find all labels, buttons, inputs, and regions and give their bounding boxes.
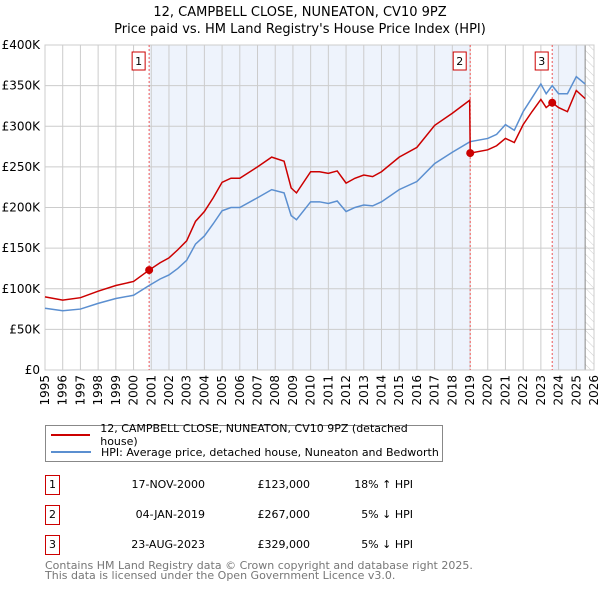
title-line: 12, CAMPBELL CLOSE, NUNEATON, CV10 9PZ: [153, 5, 447, 20]
x-tick-label: 2008: [268, 375, 282, 406]
plot-frame: [44, 44, 595, 371]
sale-point: [548, 98, 557, 107]
legend-item-hpi: HPI: Average price, detached house, Nune…: [51, 444, 439, 460]
footer: Contains HM Land Registry data © Crown c…: [45, 559, 473, 582]
x-tick-label: 2011: [321, 375, 335, 406]
y-tick-label: £250K: [2, 160, 42, 174]
x-tick-label: 2004: [197, 375, 211, 406]
legend-item-price: 12, CAMPBELL CLOSE, NUNEATON, CV10 9PZ (…: [51, 422, 442, 448]
x-tick-label: 1997: [73, 375, 87, 406]
x-tick-label: 1998: [91, 375, 105, 406]
transaction-row: 2 04-JAN-2019 £267,000 5% ↓ HPI: [45, 505, 445, 525]
footer-line: This data is licensed under the Open Gov…: [45, 569, 396, 582]
legend-swatch-hpi: [51, 451, 91, 453]
x-tick-label: 2012: [339, 375, 353, 406]
x-tick-label: 2020: [481, 375, 495, 406]
y-tick-label: £150K: [2, 241, 42, 255]
legend: 12, CAMPBELL CLOSE, NUNEATON, CV10 9PZ (…: [45, 422, 443, 462]
y-tick-label: £400K: [2, 38, 42, 52]
x-tick-label: 2026: [587, 375, 600, 406]
y-tick-label: £200K: [2, 201, 42, 215]
sale-price: £329,000: [257, 538, 311, 551]
x-tick-label: 2007: [251, 375, 265, 406]
x-tick-label: 2016: [410, 375, 424, 406]
x-tick-label: 2015: [392, 375, 406, 406]
sale-label-box: [452, 51, 467, 71]
x-tick-label: 1999: [109, 375, 123, 406]
x-tick-label: 2003: [180, 375, 194, 406]
y-tick-label: £100K: [2, 282, 42, 296]
sale-date: 17-NOV-2000: [131, 478, 205, 491]
sale-hpi-diff: 18% ↑ HPI: [354, 478, 413, 491]
x-tick-label: 2019: [463, 375, 477, 406]
sale-label-box: [534, 51, 549, 71]
chart-title: 12, CAMPBELL CLOSE, NUNEATON, CV10 9PZ Pr…: [0, 4, 600, 38]
x-tick-label: 2002: [162, 375, 176, 406]
price-chart: £0 £50K £100K £150K £200K £250K £300K £350K £400…: [2, 38, 600, 406]
sale-label: 3: [538, 55, 545, 68]
x-tick-label: 2018: [445, 375, 459, 406]
sale-hpi-diff: 5% ↓ HPI: [361, 538, 413, 551]
x-tick-label: 2006: [233, 375, 247, 406]
y-tick-label: £350K: [2, 79, 42, 93]
x-tick-label: 2022: [516, 375, 530, 406]
x-tick-label: 2021: [498, 375, 512, 406]
sale-point: [466, 149, 475, 158]
x-tick-label: 2013: [357, 375, 371, 406]
sale-point: [145, 266, 154, 275]
sale-price: £123,000: [257, 478, 311, 491]
transaction-row: 3 23-AUG-2023 £329,000 5% ↓ HPI: [45, 535, 445, 555]
x-tick-label: 2017: [428, 375, 442, 406]
sale-price: £267,000: [257, 508, 311, 521]
sale-label-box: [131, 51, 146, 71]
y-tick-label: £300K: [2, 119, 42, 133]
sale-date: 23-AUG-2023: [131, 538, 205, 551]
x-tick-label: 2005: [215, 375, 229, 406]
legend-swatch-price: [51, 434, 91, 436]
subtitle-line: Price paid vs. HM Land Registry's House …: [114, 22, 486, 37]
x-tick-label: 2023: [534, 375, 548, 406]
sale-date: 04-JAN-2019: [135, 508, 205, 521]
x-tick-label: 1996: [56, 375, 70, 406]
x-tick-label: 2000: [127, 375, 141, 406]
transaction-row: 1 17-NOV-2000 £123,000 18% ↑ HPI: [45, 475, 445, 495]
x-tick-label: 2014: [374, 375, 388, 406]
y-tick-label: £50K: [9, 322, 41, 336]
x-tick-label: 2001: [144, 375, 158, 406]
legend-label: HPI: Average price, detached house, Nune…: [101, 445, 439, 459]
price-line: [44, 89, 586, 301]
hpi-line: [44, 75, 586, 312]
sale-label: 1: [135, 55, 142, 68]
sale-hpi-diff: 5% ↓ HPI: [361, 508, 413, 521]
y-tick-label: £0: [25, 363, 40, 377]
sale-marker-badge: 1: [45, 475, 60, 495]
x-tick-label: 2024: [552, 375, 566, 406]
sale-marker-badge: 2: [45, 505, 60, 525]
x-tick-label: 2010: [304, 375, 318, 406]
sale-marker-badge: 3: [45, 535, 60, 555]
x-tick-label: 1995: [38, 375, 52, 406]
sale-label: 2: [456, 55, 463, 68]
footer-line: Contains HM Land Registry data © Crown c…: [45, 559, 473, 572]
x-tick-label: 2009: [286, 375, 300, 406]
legend-label: 12, CAMPBELL CLOSE, NUNEATON, CV10 9PZ (…: [100, 422, 408, 448]
x-tick-label: 2025: [569, 375, 583, 406]
